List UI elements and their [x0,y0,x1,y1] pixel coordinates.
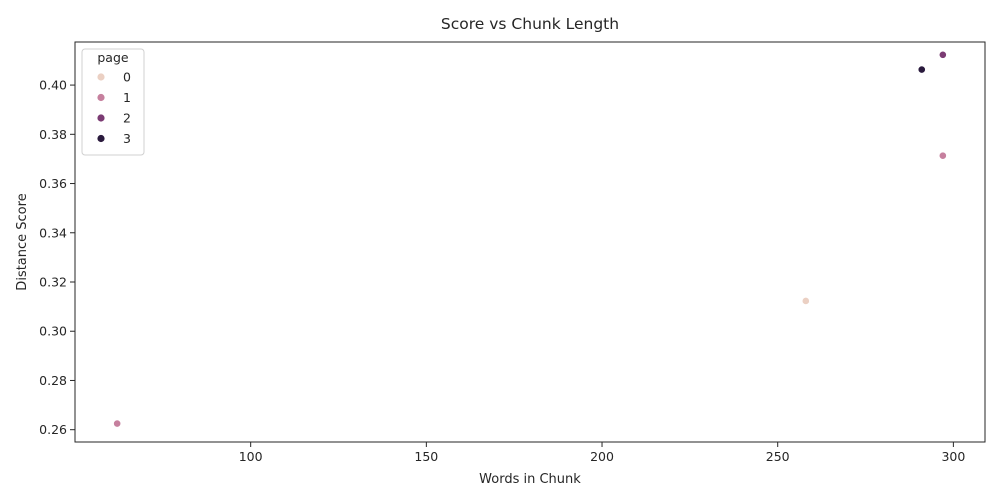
x-tick-label: 200 [590,449,614,464]
legend-marker [97,114,105,122]
x-tick-label: 250 [766,449,790,464]
data-point [113,419,122,428]
x-axis-label: Words in Chunk [479,472,581,487]
chart-title: Score vs Chunk Length [441,15,619,33]
y-axis-ticks: 0.26 0.28 0.30 0.32 0.34 0.36 0.38 0.40 [39,78,75,437]
data-point [938,151,947,160]
legend-label: 1 [123,90,131,105]
legend-marker [97,93,105,102]
legend-marker [97,73,105,81]
x-tick-label: 150 [414,449,438,464]
data-point [801,297,810,305]
legend-frame [81,48,145,156]
legend-label: 0 [123,70,131,85]
x-tick-label: 300 [941,449,965,464]
y-tick-label: 0.40 [39,78,67,93]
legend-label: 3 [123,131,131,146]
x-tick-label: 100 [239,449,263,464]
data-point [917,65,926,74]
data-point [938,50,947,59]
x-axis-ticks: 100 150 200 250 300 [239,442,965,464]
data-points [113,50,947,428]
y-tick-label: 0.34 [39,225,67,240]
y-axis-label: Distance Score [15,193,30,290]
plot-frame [74,41,986,443]
y-tick-label: 0.28 [39,373,67,388]
y-tick-label: 0.36 [39,176,67,191]
y-tick-label: 0.38 [39,127,67,142]
legend-label: 2 [123,111,131,126]
legend: page 0 1 2 3 [81,48,145,156]
y-tick-label: 0.32 [39,275,67,290]
y-tick-label: 0.30 [39,324,67,339]
legend-title: page [97,50,129,65]
legend-entries: 0 1 2 3 [97,70,131,146]
y-tick-label: 0.26 [39,422,67,437]
legend-marker [97,134,105,143]
